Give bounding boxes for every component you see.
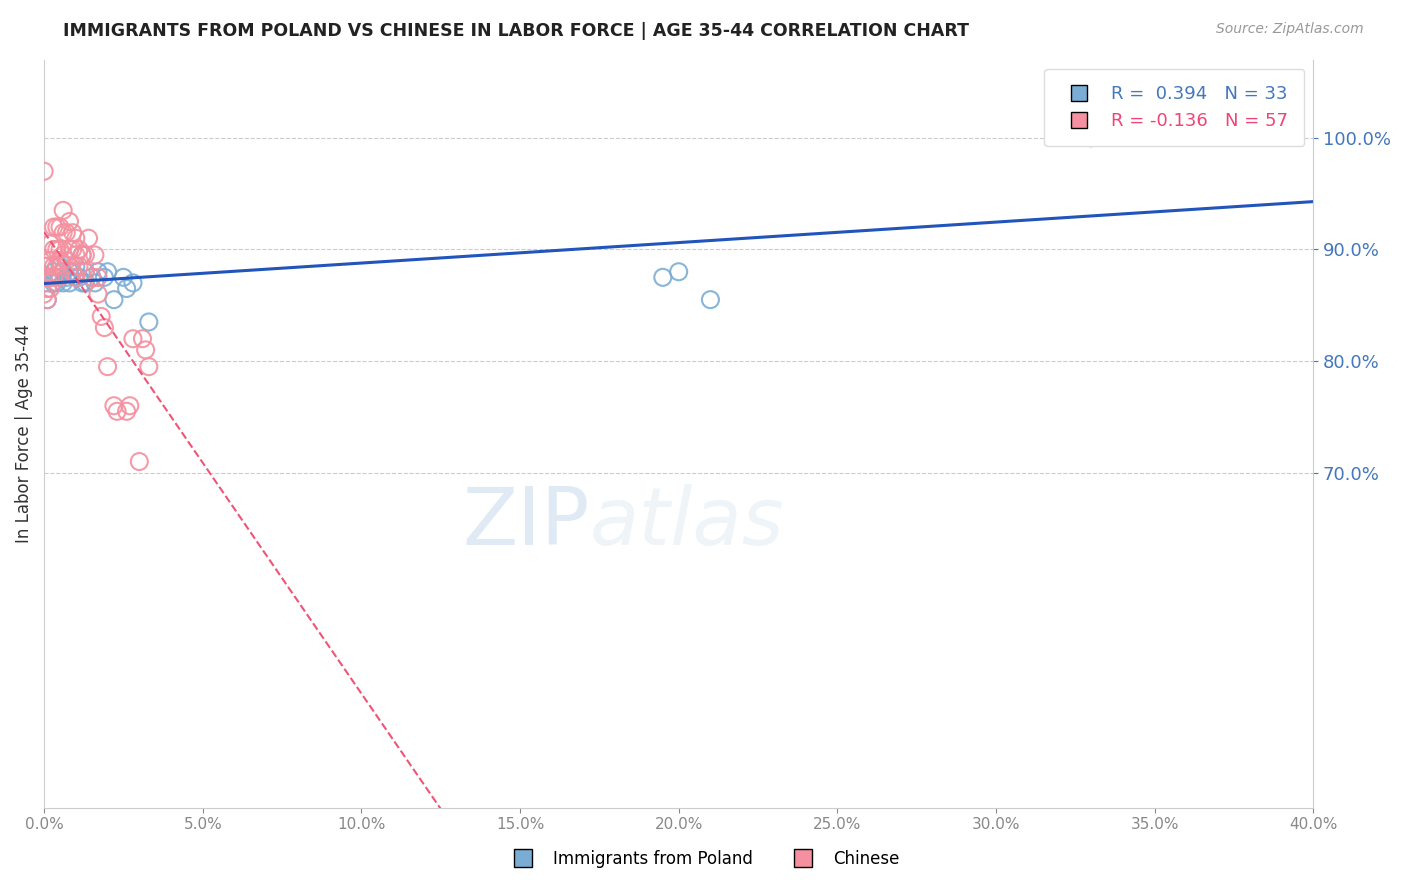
Point <box>58 276 80 290</box>
Point <box>42 259 65 273</box>
Point <box>105 404 128 418</box>
Point <box>651 270 673 285</box>
Text: IMMIGRANTS FROM POLAND VS CHINESE IN LABOR FORCE | AGE 35-44 CORRELATION CHART: IMMIGRANTS FROM POLAND VS CHINESE IN LAB… <box>63 22 969 40</box>
Point <box>42 276 65 290</box>
Point <box>62 265 84 279</box>
Point <box>128 454 150 468</box>
Point <box>52 248 75 262</box>
Point <box>103 293 125 307</box>
Point <box>49 243 72 257</box>
Point <box>93 270 115 285</box>
Point <box>70 248 93 262</box>
Point <box>49 253 72 268</box>
Point <box>138 315 160 329</box>
Point <box>118 399 141 413</box>
Text: Source: ZipAtlas.com: Source: ZipAtlas.com <box>1216 22 1364 37</box>
Point <box>80 270 103 285</box>
Point <box>97 359 120 374</box>
Point <box>55 270 77 285</box>
Point <box>77 231 100 245</box>
Point <box>138 359 160 374</box>
Point <box>87 265 110 279</box>
Point <box>58 214 80 228</box>
Point <box>103 399 125 413</box>
Point <box>39 281 62 295</box>
Point <box>42 243 65 257</box>
Point <box>49 220 72 235</box>
Point <box>97 265 120 279</box>
Point <box>62 243 84 257</box>
Point <box>115 281 138 295</box>
Point <box>37 281 59 295</box>
Point <box>75 248 97 262</box>
Point <box>70 276 93 290</box>
Point <box>122 332 145 346</box>
Point <box>67 259 90 273</box>
Point <box>1080 130 1102 145</box>
Point <box>135 343 157 357</box>
Point <box>67 243 90 257</box>
Point <box>42 265 65 279</box>
Point <box>55 253 77 268</box>
Point <box>75 265 97 279</box>
Point <box>75 276 97 290</box>
Point <box>87 287 110 301</box>
Point <box>49 259 72 273</box>
Point <box>83 248 105 262</box>
Legend: Immigrants from Poland, Chinese: Immigrants from Poland, Chinese <box>501 844 905 875</box>
Point <box>75 265 97 279</box>
Point <box>122 276 145 290</box>
Point <box>55 226 77 240</box>
Text: ZIP: ZIP <box>463 484 591 563</box>
Y-axis label: In Labor Force | Age 35-44: In Labor Force | Age 35-44 <box>15 324 32 543</box>
Point <box>37 270 59 285</box>
Point <box>42 220 65 235</box>
Point <box>39 236 62 251</box>
Point <box>58 243 80 257</box>
Point <box>65 270 87 285</box>
Point <box>52 276 75 290</box>
Point <box>699 293 721 307</box>
Point <box>42 270 65 285</box>
Point <box>45 220 67 235</box>
Point <box>49 270 72 285</box>
Point <box>37 259 59 273</box>
Point <box>37 293 59 307</box>
Point <box>32 164 55 178</box>
Point <box>112 270 135 285</box>
Point <box>90 310 112 324</box>
Point <box>65 259 87 273</box>
Point <box>39 270 62 285</box>
Point <box>62 265 84 279</box>
Point <box>70 248 93 262</box>
Point <box>39 253 62 268</box>
Point <box>668 265 690 279</box>
Text: atlas: atlas <box>591 484 785 563</box>
Point <box>115 404 138 418</box>
Point <box>83 276 105 290</box>
Point <box>32 259 55 273</box>
Point <box>45 243 67 257</box>
Point <box>87 270 110 285</box>
Point <box>45 276 67 290</box>
Point <box>93 320 115 334</box>
Point <box>65 270 87 285</box>
Point <box>62 226 84 240</box>
Point <box>32 287 55 301</box>
Legend: R =  0.394   N = 33, R = -0.136   N = 57: R = 0.394 N = 33, R = -0.136 N = 57 <box>1045 69 1305 146</box>
Point <box>52 226 75 240</box>
Point <box>37 293 59 307</box>
Point <box>80 270 103 285</box>
Point <box>58 265 80 279</box>
Point <box>65 248 87 262</box>
Point <box>131 332 153 346</box>
Point <box>67 270 90 285</box>
Point <box>52 203 75 218</box>
Point <box>52 265 75 279</box>
Point <box>49 270 72 285</box>
Point <box>45 259 67 273</box>
Point <box>65 231 87 245</box>
